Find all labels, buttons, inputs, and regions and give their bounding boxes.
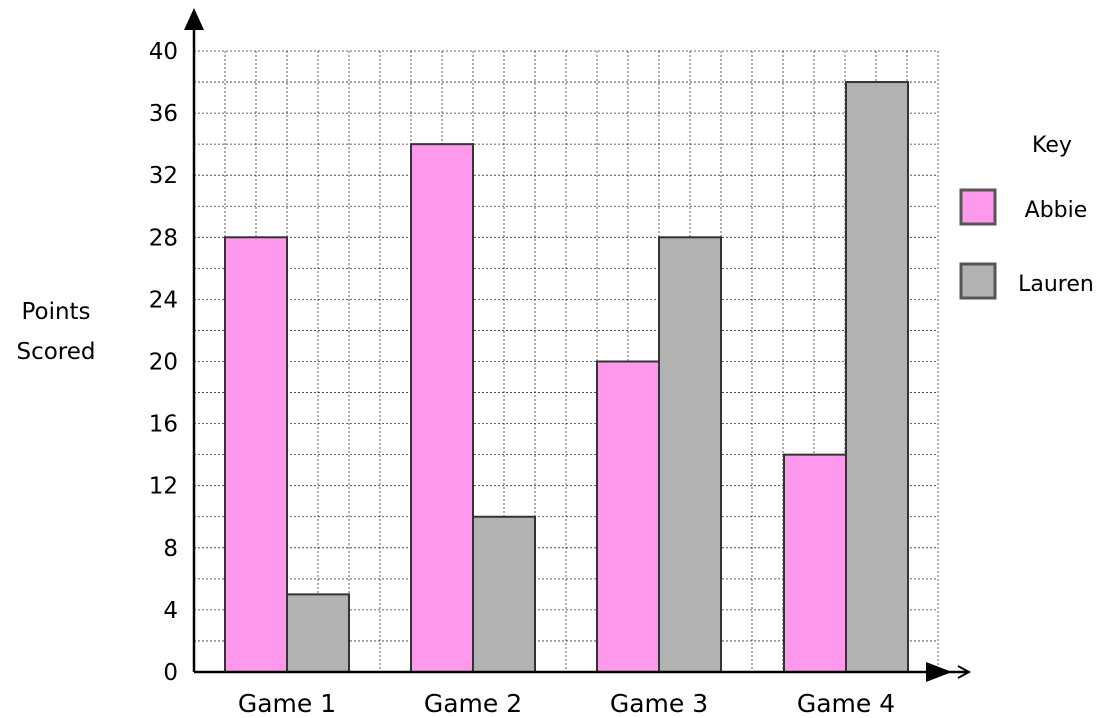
y-tick-label: 0 xyxy=(163,660,178,686)
y-axis-arrow-icon xyxy=(184,8,204,30)
legend-label-abbie: Abbie xyxy=(1025,198,1088,223)
bar-abbie-game-3 xyxy=(596,360,660,673)
bar-lauren-game-2 xyxy=(472,515,536,673)
bar-abbie-game-4 xyxy=(783,453,847,673)
bar-lauren-game-4 xyxy=(845,81,909,674)
legend-swatch-abbie xyxy=(959,188,997,226)
y-tick-label: 20 xyxy=(149,350,178,376)
bars xyxy=(224,81,909,674)
bar-abbie-game-2 xyxy=(410,143,474,673)
legend-swatch-lauren xyxy=(959,262,997,300)
y-tick-label: 40 xyxy=(149,39,178,65)
x-category-label: Game 2 xyxy=(424,689,522,718)
y-axis-label-line-2: Scored xyxy=(16,339,96,365)
axes xyxy=(184,8,972,682)
legend: Key Abbie Lauren xyxy=(959,133,1094,300)
bar-lauren-game-3 xyxy=(658,236,722,674)
y-tick-label: 24 xyxy=(149,287,178,313)
y-tick-label: 28 xyxy=(149,225,178,251)
x-axis-arrow-icon xyxy=(926,662,952,682)
y-tick-labels: 0 4 8 12 16 20 24 28 32 36 40 xyxy=(149,39,178,686)
y-tick-label: 8 xyxy=(163,536,178,562)
bar-abbie-game-1 xyxy=(224,236,288,674)
x-category-label: Game 1 xyxy=(238,689,336,718)
x-category-labels: Game 1 Game 2 Game 3 Game 4 xyxy=(238,689,895,718)
y-tick-label: 16 xyxy=(149,412,178,438)
x-axis-arrowhead-icon xyxy=(957,665,972,679)
y-tick-label: 12 xyxy=(149,474,178,500)
y-tick-label: 32 xyxy=(149,163,178,189)
legend-label-lauren: Lauren xyxy=(1018,272,1094,297)
y-axis-label: Points Scored xyxy=(0,292,112,372)
x-category-label: Game 4 xyxy=(797,689,895,718)
y-tick-label: 4 xyxy=(163,598,178,624)
bar-lauren-game-1 xyxy=(286,593,350,673)
legend-title: Key xyxy=(1032,133,1072,158)
x-category-label: Game 3 xyxy=(610,689,708,718)
y-axis-label-line-1: Points xyxy=(21,299,91,325)
y-tick-label: 36 xyxy=(149,101,178,127)
